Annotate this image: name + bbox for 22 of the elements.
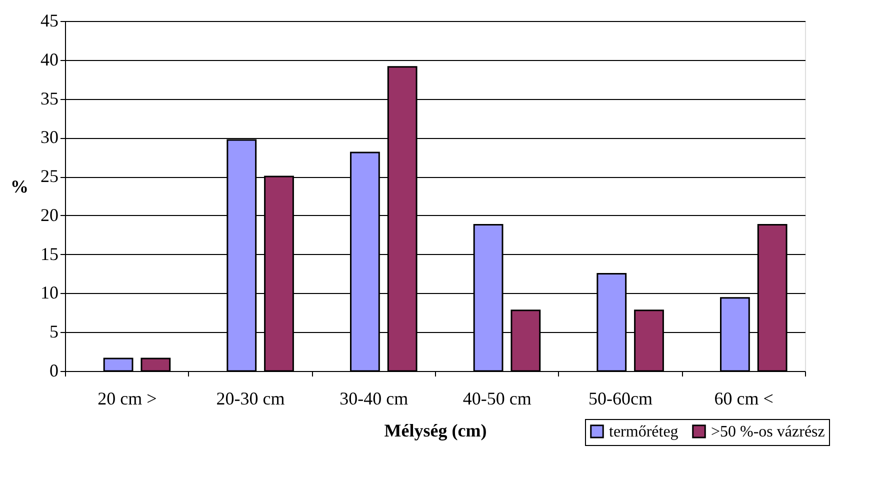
x-tick-label: 50-60cm [588,388,652,408]
bar [140,358,171,372]
x-tick-label: 60 cm < [714,388,774,408]
legend-label: >50 %-os vázrész [711,423,825,440]
bar [103,358,134,372]
x-axis-title: Mélység (cm) [384,420,487,440]
y-tick-label: 35 [40,88,58,108]
y-tick-label: 40 [40,49,58,70]
y-tick-label: 20 [40,204,58,225]
y-tick-label: 15 [40,244,58,264]
x-tick-label: 30-40 cm [340,388,408,408]
y-tick-label: 25 [40,166,58,186]
x-tick-label: 20 cm > [98,388,157,408]
y-tick-label: 10 [40,282,58,303]
y-axis-title: % [10,176,28,196]
y-tick-label: 45 [40,10,58,30]
x-tick-label: 40-50 cm [462,388,532,408]
legend-label: termőréteg [609,423,678,440]
x-tick-label: 20-30 cm [216,388,285,408]
y-tick-label: 5 [50,322,58,342]
y-tick-label: 0 [50,360,58,380]
y-tick-label: 30 [40,127,58,148]
